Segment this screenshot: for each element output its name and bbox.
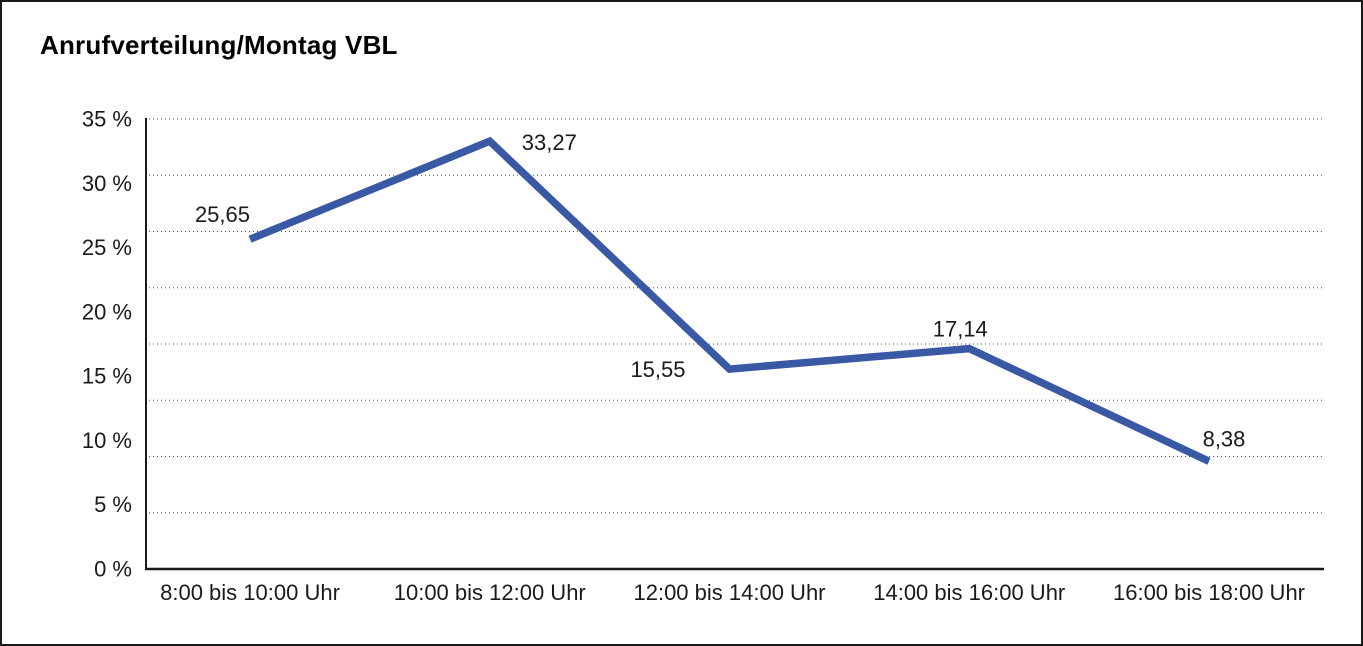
y-tick-label: 5 %: [94, 492, 132, 517]
x-tick-label: 16:00 bis 18:00 Uhr: [1113, 580, 1305, 605]
x-tick-label: 8:00 bis 10:00 Uhr: [160, 580, 340, 605]
data-point-label: 33,27: [522, 130, 577, 155]
x-tick-label: 12:00 bis 14:00 Uhr: [633, 580, 825, 605]
y-tick-label: 20 %: [82, 299, 132, 324]
y-tick-label: 25 %: [82, 235, 132, 260]
data-point-label: 25,65: [195, 202, 250, 227]
x-tick-label: 10:00 bis 12:00 Uhr: [394, 580, 586, 605]
y-tick-label: 10 %: [82, 428, 132, 453]
data-point-label: 8,38: [1203, 426, 1246, 451]
x-tick-label: 14:00 bis 16:00 Uhr: [873, 580, 1065, 605]
y-tick-label: 0 %: [94, 557, 132, 582]
data-point-label: 17,14: [933, 317, 988, 342]
y-tick-label: 30 %: [82, 171, 132, 196]
chart-title: Anrufverteilung/Montag VBL: [40, 30, 398, 60]
data-series-line: [248, 136, 1211, 465]
y-tick-label: 15 %: [82, 364, 132, 389]
y-tick-label: 35 %: [82, 107, 132, 132]
data-point-label: 15,55: [630, 357, 685, 382]
